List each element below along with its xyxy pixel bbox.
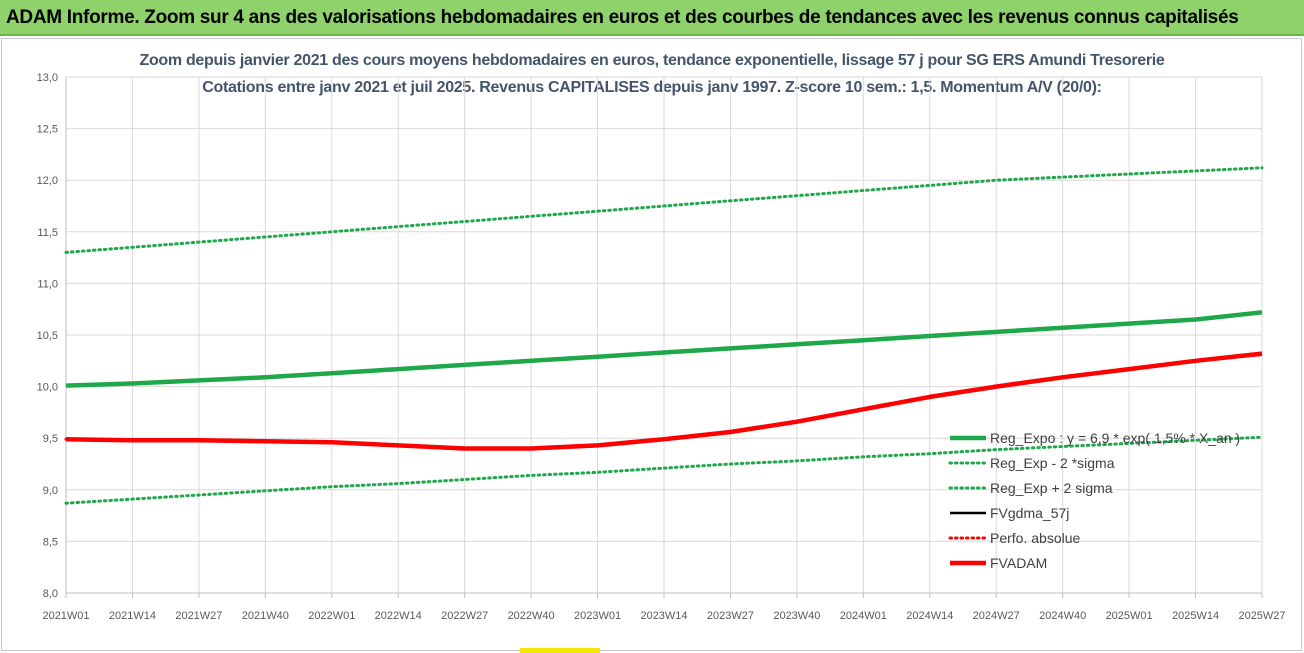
legend-label: FVADAM	[990, 555, 1047, 571]
x-tick-label: 2023W27	[707, 610, 754, 622]
x-tick-label: 2025W01	[1106, 610, 1153, 622]
y-tick-label: 9,5	[43, 433, 58, 445]
x-tick-label: 2024W27	[973, 610, 1020, 622]
x-tick-label: 2021W27	[175, 610, 222, 622]
legend-label: FVgdma_57j	[990, 505, 1069, 521]
y-tick-label: 8,0	[43, 588, 58, 600]
x-tick-label: 2022W01	[308, 610, 355, 622]
legend-label: Reg_Exp - 2 *sigma	[990, 455, 1115, 471]
chart-subtitle: Cotations entre janv 2021 et juil 2025. …	[202, 79, 1102, 96]
legend-label: Reg_Exp + 2 sigma	[990, 480, 1113, 496]
x-tick-label: 2023W40	[773, 610, 820, 622]
bottom-accent	[520, 648, 600, 653]
series-line-perfo-absolue	[64, 353, 1264, 450]
x-tick-label: 2025W14	[1172, 610, 1219, 622]
x-tick-label: 2024W40	[1039, 610, 1086, 622]
legend-label: Reg_Expo : y = 6,9 * exp( 1,5% * X_an )	[990, 430, 1240, 446]
report-title: ADAM Informe. Zoom sur 4 ans des valoris…	[6, 7, 1239, 28]
x-tick-label: 2023W14	[640, 610, 687, 622]
series-line-reg-exp-2-sigma	[64, 166, 1264, 254]
y-tick-label: 12,0	[37, 175, 58, 187]
x-tick-label: 2022W40	[508, 610, 555, 622]
x-tick-label: 2021W01	[42, 610, 89, 622]
x-tick-label: 2022W27	[441, 610, 488, 622]
x-tick-label: 2024W14	[906, 610, 953, 622]
y-tick-label: 13,0	[37, 72, 58, 84]
series-line-reg-expo-y-6-9-exp-1-5-x-an	[65, 310, 1263, 388]
series-line-reg-exp-2-sigma	[64, 435, 1264, 505]
x-tick-label: 2025W27	[1238, 610, 1285, 622]
y-tick-label: 10,0	[37, 382, 58, 394]
report-banner: ADAM Informe. Zoom sur 4 ans des valoris…	[0, 0, 1304, 36]
x-tick-label: 2021W14	[109, 610, 156, 622]
y-tick-label: 11,5	[37, 227, 58, 239]
x-tick-label: 2022W14	[375, 610, 422, 622]
x-tick-label: 2021W40	[242, 610, 289, 622]
chart-title: Zoom depuis janvier 2021 des cours moyen…	[139, 52, 1165, 69]
y-tick-label: 8,5	[43, 536, 58, 548]
chart-frame	[1, 38, 1302, 651]
y-tick-label: 9,0	[43, 485, 58, 497]
y-tick-label: 12,5	[37, 124, 58, 136]
x-tick-label: 2024W01	[840, 610, 887, 622]
x-tick-label: 2023W01	[574, 610, 621, 622]
y-tick-label: 10,5	[37, 330, 58, 342]
legend-label: Perfo. absolue	[990, 530, 1080, 546]
y-tick-label: 11,0	[37, 278, 58, 290]
